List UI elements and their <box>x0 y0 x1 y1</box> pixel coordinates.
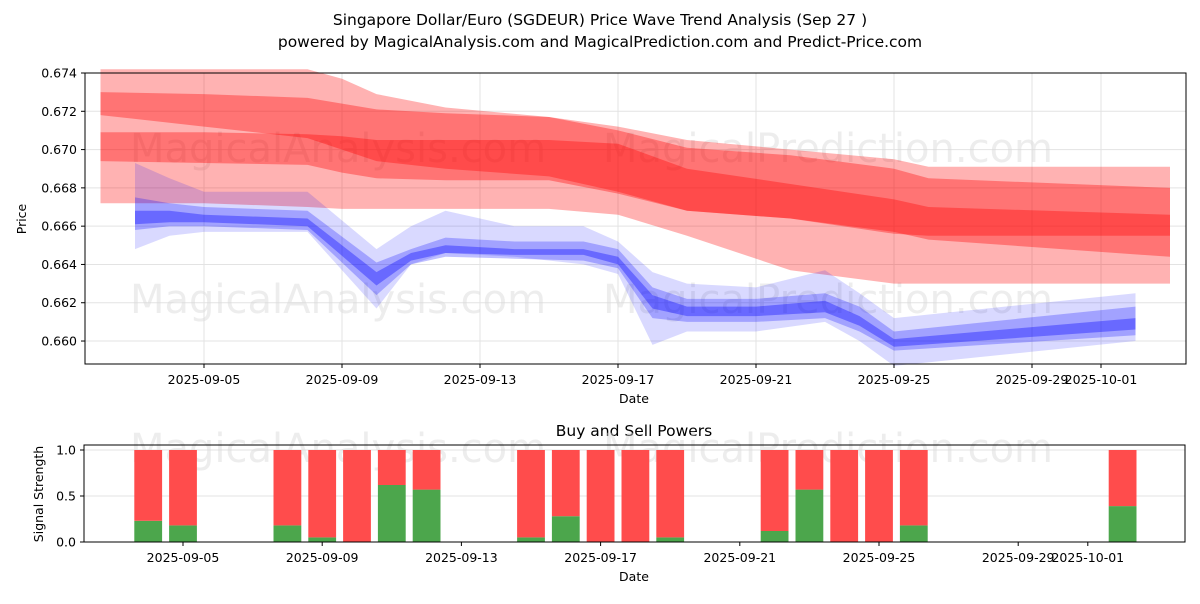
buy-sell-y-axis-label: Signal Strength <box>31 446 46 542</box>
price-y-axis: 0.660 0.662 0.664 0.666 0.668 0.670 0.672 0.674 <box>41 66 85 349</box>
buy-sell-y-axis: 0.0 0.5 1.0 <box>56 443 84 550</box>
y-tick-label: 1.0 <box>56 443 76 458</box>
watermark-text: MagicalAnalysis.com <box>130 277 546 323</box>
y-tick-label: 0.664 <box>41 257 77 272</box>
sell-bar <box>517 450 545 537</box>
price-y-axis-label: Price <box>14 203 29 234</box>
x-tick-label: 2025-09-21 <box>703 550 776 565</box>
buy-sell-chart: Buy and Sell Powers MagicalAnalysis.com … <box>31 422 1185 584</box>
x-tick-label: 2025-09-17 <box>582 372 655 387</box>
buy-bar <box>1109 506 1137 542</box>
y-tick-label: 0.660 <box>41 334 77 349</box>
y-tick-label: 0.0 <box>56 535 76 550</box>
sell-bar <box>587 450 615 542</box>
buy-sell-x-axis: 2025-09-05 2025-09-09 2025-09-13 2025-09-17… <box>147 542 1124 565</box>
x-tick-label: 2025-10-01 <box>1051 550 1124 565</box>
sell-bar <box>656 450 684 537</box>
y-tick-label: 0.674 <box>41 66 77 81</box>
buy-bar <box>517 537 545 542</box>
sell-bar <box>169 450 197 525</box>
sell-bar <box>1109 450 1137 506</box>
x-tick-label: 2025-09-25 <box>843 550 916 565</box>
x-tick-label: 2025-09-09 <box>286 550 359 565</box>
x-tick-label: 2025-09-29 <box>982 550 1055 565</box>
sell-bar <box>865 450 893 542</box>
sell-bar <box>274 450 302 525</box>
sell-bar <box>378 450 406 485</box>
y-tick-label: 0.670 <box>41 142 77 157</box>
sell-bar <box>796 450 824 490</box>
buy-bar <box>378 485 406 542</box>
x-tick-label: 2025-09-17 <box>564 550 637 565</box>
price-x-axis: 2025-09-05 2025-09-09 2025-09-13 2025-09-17… <box>168 364 1138 387</box>
buy-bar <box>134 521 162 542</box>
sell-bar <box>308 450 336 537</box>
buy-bar <box>413 490 441 542</box>
buy-bar <box>169 525 197 542</box>
buy-bar <box>656 537 684 542</box>
price-x-axis-label: Date <box>619 391 649 406</box>
price-wave-chart: MagicalAnalysis.com MagicalPrediction.co… <box>14 66 1186 407</box>
x-tick-label: 2025-09-13 <box>425 550 498 565</box>
x-tick-label: 2025-09-21 <box>720 372 793 387</box>
buy-bar <box>900 525 928 542</box>
y-tick-label: 0.668 <box>41 180 77 195</box>
chart-subtitle: powered by MagicalAnalysis.com and Magic… <box>278 33 922 51</box>
buy-bar <box>796 490 824 542</box>
x-tick-label: 2025-09-25 <box>858 372 931 387</box>
y-tick-label: 0.5 <box>56 489 76 504</box>
x-tick-label: 2025-10-01 <box>1065 372 1138 387</box>
buy-bar <box>761 531 789 542</box>
x-tick-label: 2025-09-05 <box>168 372 241 387</box>
y-tick-label: 0.662 <box>41 295 77 310</box>
x-tick-label: 2025-09-09 <box>306 372 379 387</box>
sell-bar <box>761 450 789 531</box>
sell-bar <box>622 450 650 542</box>
buy-bar <box>308 537 336 542</box>
y-tick-label: 0.672 <box>41 104 77 119</box>
sell-bar <box>552 450 580 516</box>
x-tick-label: 2025-09-05 <box>147 550 220 565</box>
buy-bar <box>552 516 580 542</box>
buy-bar <box>274 525 302 542</box>
chart-title: Singapore Dollar/Euro (SGDEUR) Price Wav… <box>333 11 867 29</box>
x-tick-label: 2025-09-13 <box>444 372 517 387</box>
figure: Singapore Dollar/Euro (SGDEUR) Price Wav… <box>0 0 1200 600</box>
sell-bar <box>343 450 371 542</box>
y-tick-label: 0.666 <box>41 219 77 234</box>
sell-bar <box>134 450 162 521</box>
x-tick-label: 2025-09-29 <box>996 372 1069 387</box>
sell-bar <box>900 450 928 525</box>
buy-sell-x-axis-label: Date <box>619 569 649 584</box>
sell-bar <box>830 450 858 542</box>
sell-bar <box>413 450 441 490</box>
